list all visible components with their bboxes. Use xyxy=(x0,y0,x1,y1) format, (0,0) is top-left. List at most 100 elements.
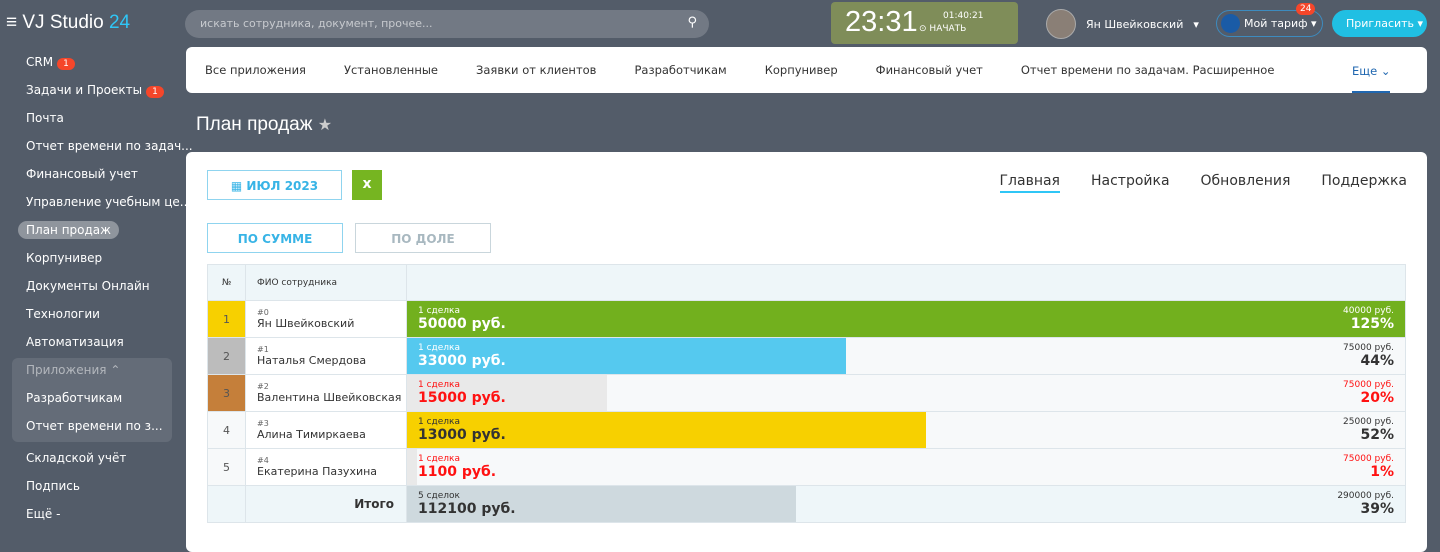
search-icon[interactable]: ⚲ xyxy=(687,15,697,30)
col-number: № xyxy=(207,264,246,301)
percent: 52% xyxy=(1360,427,1394,443)
progress-cell: 1 сделка 1100 руб. 75000 руб. 1% xyxy=(406,448,1406,486)
target: 75000 руб. 1% xyxy=(1343,454,1394,480)
search-input[interactable]: искать сотрудника, документ, прочее... ⚲ xyxy=(185,10,709,38)
achieved: 1 сделка 13000 руб. xyxy=(418,417,506,443)
deal-sum: 15000 руб. xyxy=(418,390,506,406)
sidebar-item[interactable]: Почта xyxy=(0,106,180,134)
nav-item[interactable]: Все приложения xyxy=(205,63,306,77)
col-name: ФИО сотрудника xyxy=(245,264,407,301)
worktime-widget[interactable]: 23:31 01:40:21 ⊙ НАЧАТЬ xyxy=(831,2,1018,44)
target: 25000 руб. 52% xyxy=(1343,417,1394,443)
table-row[interactable]: 2 #1 Наталья Смердова 1 сделка 33000 руб. 750… xyxy=(207,337,1406,375)
sidebar-group-apps: Приложения ⌃ Разработчикам Отчет времени п… xyxy=(12,358,172,442)
progress-cell: 1 сделка 33000 руб. 75000 руб. 44% xyxy=(406,337,1406,375)
rank: 1 xyxy=(207,300,246,338)
nav-item[interactable]: Разработчикам xyxy=(634,63,727,77)
tariff-button[interactable]: Мой тариф ▾ xyxy=(1216,10,1323,37)
employee: #2 Валентина Швейковская xyxy=(245,374,407,412)
page-title: План продаж ★ xyxy=(196,114,332,136)
target-sum: 75000 руб. xyxy=(1343,454,1394,464)
table-row[interactable]: 3 #2 Валентина Швейковская 1 сделка 15000 ру… xyxy=(207,374,1406,412)
sidebar-item-count: 1 xyxy=(146,86,164,98)
sidebar-item[interactable]: Складской учёт xyxy=(0,446,180,474)
sidebar-item-label: Отчет времени по з... xyxy=(26,419,163,433)
mode-sum-button[interactable]: ПО СУММЕ xyxy=(207,223,343,253)
elapsed-time: 01:40:21 xyxy=(943,11,984,21)
period-label: ИЮЛ 2023 xyxy=(246,179,319,193)
invite-button[interactable]: Пригласить ▾ xyxy=(1332,10,1427,37)
period-button[interactable]: ▦ ИЮЛ 2023 xyxy=(207,170,342,200)
sidebar-group-header[interactable]: Приложения ⌃ xyxy=(12,358,172,386)
sidebar-item[interactable]: Отчет времени по задач... xyxy=(0,134,193,162)
deal-sum: 13000 руб. xyxy=(418,427,506,443)
sidebar-item[interactable]: Подпись xyxy=(0,474,180,502)
sales-plan-card: ▦ ИЮЛ 2023 x Главная Настройка Обновления П… xyxy=(186,152,1427,552)
target-sum: 75000 руб. xyxy=(1343,343,1394,353)
star-icon[interactable]: ★ xyxy=(317,117,333,134)
logo[interactable]: ≡ VJ Studio 24 xyxy=(6,12,131,33)
employee-id: #3 xyxy=(257,419,269,428)
nav-item[interactable]: Корпунивер xyxy=(764,63,838,77)
tab[interactable]: Обновления xyxy=(1200,173,1291,189)
employee-name[interactable]: Екатерина Пазухина xyxy=(257,465,378,478)
page-title-text: План продаж xyxy=(196,114,313,135)
progress-bar xyxy=(407,412,926,448)
employee-name[interactable]: Валентина Швейковская xyxy=(257,391,402,404)
deal-sum: 50000 руб. xyxy=(418,316,506,332)
sidebar-item-label: Почта xyxy=(26,111,64,125)
sidebar-item[interactable]: Отчет времени по з... xyxy=(12,414,172,442)
mode-share-label: ПО ДОЛЕ xyxy=(391,232,455,246)
tab[interactable]: Поддержка xyxy=(1321,173,1407,189)
sidebar: CRM 1 Задачи и Проекты 1 Почта Отчет времени … xyxy=(0,50,193,530)
target: 75000 руб. 44% xyxy=(1343,343,1394,369)
sidebar-item[interactable]: Технологии xyxy=(0,302,180,330)
nav-item[interactable]: Финансовый учет xyxy=(875,63,983,77)
sidebar-item[interactable]: Корпунивер xyxy=(0,246,180,274)
percent: 20% xyxy=(1360,390,1394,406)
sidebar-item[interactable]: Задачи и Проекты 1 xyxy=(0,78,180,106)
tab[interactable]: Настройка xyxy=(1090,173,1170,189)
sidebar-group-label: Приложения xyxy=(26,363,107,377)
progress-bar xyxy=(407,301,1405,337)
sidebar-item[interactable]: План продаж xyxy=(0,218,180,246)
target: 40000 руб. 125% xyxy=(1343,306,1394,332)
tab[interactable]: Главная xyxy=(999,173,1060,193)
nav-more[interactable]: Еще ⌄ xyxy=(1352,64,1391,93)
employee-name[interactable]: Наталья Смердова xyxy=(257,354,367,367)
progress-bar xyxy=(407,375,607,411)
deal-count: 1 сделка xyxy=(418,380,460,390)
deal-sum: 33000 руб. xyxy=(418,353,506,369)
sidebar-item[interactable]: Финансовый учет xyxy=(0,162,180,190)
sidebar-item[interactable]: Документы Онлайн xyxy=(0,274,180,302)
percent: 125% xyxy=(1350,316,1394,332)
progress-cell: 1 сделка 13000 руб. 25000 руб. 52% xyxy=(406,411,1406,449)
logo-text: VJ Studio xyxy=(22,12,104,33)
progress-bar xyxy=(407,338,847,374)
nav-item[interactable]: Установленные xyxy=(343,63,438,77)
chevron-up-icon: ⌃ xyxy=(106,363,121,377)
table-row[interactable]: 5 #4 Екатерина Пазухина 1 сделка 1100 руб. 75… xyxy=(207,448,1406,486)
user-menu[interactable]: Ян Швейковский ▾ xyxy=(1046,9,1199,39)
excel-export-icon[interactable]: x xyxy=(352,170,382,200)
total-rank xyxy=(207,485,246,523)
start-button[interactable]: ⊙ НАЧАТЬ xyxy=(919,24,966,34)
deal-count: 1 сделка xyxy=(418,343,460,353)
sidebar-item[interactable]: CRM 1 xyxy=(0,50,180,78)
progress-cell: 1 сделка 50000 руб. 40000 руб. 125% xyxy=(406,300,1406,338)
table-row[interactable]: 4 #3 Алина Тимиркаева 1 сделка 13000 руб. 250… xyxy=(207,411,1406,449)
mode-share-button[interactable]: ПО ДОЛЕ xyxy=(355,223,491,253)
sidebar-item[interactable]: Управление учебным це... xyxy=(0,190,191,218)
employee: #0 Ян Швейковский xyxy=(245,300,407,338)
progress-cell: 1 сделка 15000 руб. 75000 руб. 20% xyxy=(406,374,1406,412)
percent: 1% xyxy=(1370,464,1394,480)
sidebar-item-label: Корпунивер xyxy=(26,251,103,265)
employee-name[interactable]: Ян Швейковский xyxy=(257,317,355,330)
sidebar-item[interactable]: Ещё - xyxy=(0,502,180,530)
nav-item[interactable]: Отчет времени по задачам. Расширенное xyxy=(1020,63,1275,77)
sidebar-item[interactable]: Разработчикам xyxy=(12,386,172,414)
employee-name[interactable]: Алина Тимиркаева xyxy=(257,428,366,441)
nav-item[interactable]: Заявки от клиентов xyxy=(476,63,597,77)
table-row[interactable]: 1 #0 Ян Швейковский 1 сделка 50000 руб. 40000… xyxy=(207,300,1406,338)
sidebar-item[interactable]: Автоматизация xyxy=(0,330,180,358)
